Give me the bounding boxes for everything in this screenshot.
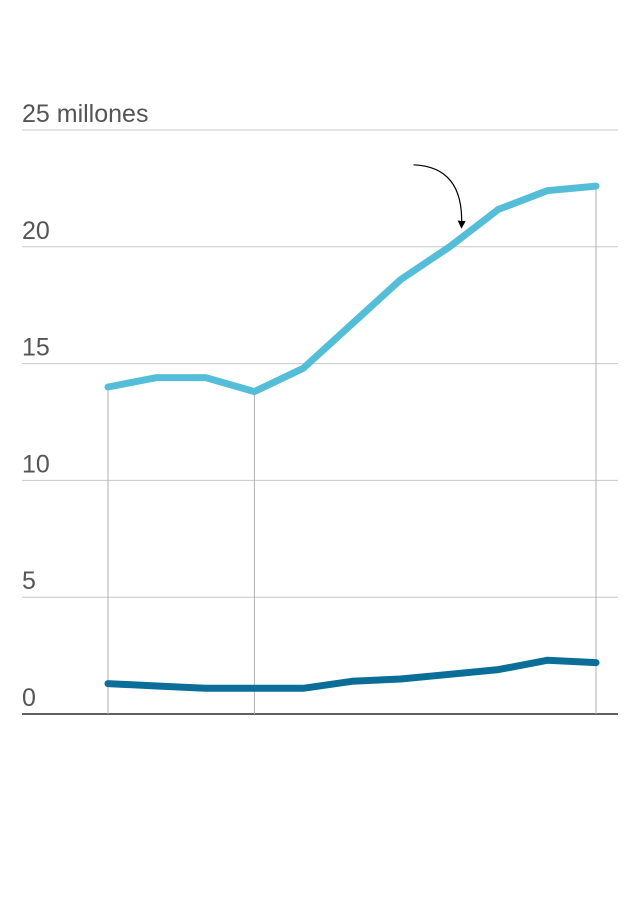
y-tick-label: 5 [22, 567, 36, 595]
series-line-1 [104, 656, 600, 692]
y-tick-label: 10 [22, 450, 50, 478]
y-tick-labels: 0 5 10 15 20 25 millones [22, 100, 148, 712]
y-tick-label: 15 [22, 334, 50, 362]
gridlines [22, 129, 618, 715]
series-lines [104, 182, 600, 692]
y-tick-label: 0 [22, 684, 36, 712]
x-reference-lines [107, 186, 597, 714]
annotation-arrow [413, 164, 466, 229]
y-tick-label: 20 [22, 217, 50, 245]
y-tick-label: 25 millones [22, 100, 148, 128]
annotation [413, 164, 466, 229]
series-line-0 [104, 182, 600, 396]
